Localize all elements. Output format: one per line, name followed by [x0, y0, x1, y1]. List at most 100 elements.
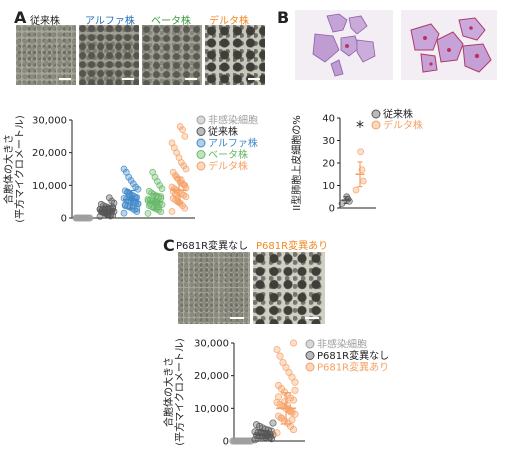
data-point — [273, 398, 281, 407]
y-tick-label: 0 — [329, 204, 335, 215]
micrograph-parental — [16, 25, 76, 85]
y-tick-label: 0 — [223, 437, 229, 448]
data-point — [120, 209, 128, 217]
legend-marker — [196, 138, 206, 148]
micrograph-delta — [205, 25, 265, 85]
strain-label-alpha: アルファ株 — [85, 16, 135, 27]
y-tick-label: 20 — [322, 159, 335, 170]
data-point — [288, 416, 296, 424]
y-tick-label: 40 — [322, 114, 335, 125]
data-point — [134, 200, 142, 207]
series-2 — [273, 339, 299, 437]
legend-marker — [196, 115, 206, 125]
data-point — [169, 168, 177, 176]
legend-marker — [196, 150, 206, 159]
chart-c-p681r-syncytium-size: 0 10,000 20,000 30,000 合胞体の大きさ (平方マイクロメートル) 非感… — [162, 338, 389, 448]
data-point — [169, 187, 177, 195]
legend-marker — [305, 339, 315, 349]
y-tick-label: 20,000 — [194, 371, 229, 382]
legend-label: P681R変異あり — [317, 361, 389, 374]
series-3 — [144, 168, 166, 217]
lung-tissue-drawing — [312, 13, 376, 77]
data-point — [157, 193, 165, 200]
data-point — [105, 194, 113, 202]
data-point — [273, 429, 281, 437]
data-point — [291, 386, 299, 394]
data-point — [156, 181, 164, 189]
lung-section-parental — [295, 10, 393, 80]
series-4 — [168, 123, 190, 215]
legend-label: アルファ株 — [208, 137, 258, 150]
legend-marker — [371, 120, 381, 130]
series-0 — [338, 193, 353, 207]
legend-marker — [196, 161, 206, 171]
legend-marker — [371, 109, 381, 119]
label-p681r-no: P681R変異なし — [176, 241, 249, 252]
y-tick-label: 0 — [61, 214, 67, 225]
micrograph-alpha — [79, 25, 139, 85]
significance-marker: * — [356, 117, 364, 136]
data-point — [144, 210, 152, 217]
scale-bar — [122, 78, 134, 80]
data-point — [97, 200, 105, 208]
data-point — [357, 148, 365, 156]
data-point — [277, 414, 286, 422]
series-0 — [72, 214, 94, 222]
legend-label: デルタ株 — [208, 160, 248, 173]
series-1 — [352, 148, 367, 194]
legend-label: 非感染細胞 — [317, 338, 367, 351]
data-point — [168, 139, 176, 147]
series-2 — [120, 165, 142, 217]
data-point — [289, 339, 298, 347]
data-point — [181, 132, 189, 140]
data-point — [352, 186, 360, 194]
strain-label-beta: ベータ株 — [151, 16, 191, 27]
data-point — [280, 398, 289, 406]
chart-a-syncytium-size: 0 10,000 20,000 30,000 合胞体の大きさ (平方マイクロメートル) 非感… — [2, 114, 258, 225]
legend-marker — [305, 362, 315, 372]
legend-label: 従来株 — [383, 108, 413, 121]
data-point — [176, 123, 184, 130]
legend-label: P681R変異なし — [317, 349, 389, 362]
data-point — [274, 393, 283, 401]
lung-tissue-drawing — [410, 17, 492, 73]
series-1 — [251, 419, 277, 444]
scale-bar — [248, 78, 260, 80]
panel-label-b: B — [277, 8, 290, 27]
micrograph-p681r-no — [178, 252, 250, 324]
data-point — [121, 202, 129, 209]
legend-label: 非感染細胞 — [208, 114, 258, 127]
data-point — [269, 419, 277, 427]
strain-label-parental: 従来株 — [30, 16, 60, 27]
data-point — [109, 203, 117, 211]
data-point — [144, 197, 152, 205]
y-tick-label: 10 — [322, 181, 335, 192]
scale-bar — [185, 78, 197, 80]
micrograph-beta — [142, 25, 202, 85]
legend-marker — [196, 127, 206, 136]
label-p681r-yes: P681R変異あり — [256, 241, 329, 252]
data-point — [276, 352, 284, 360]
y-tick-label: 30 — [322, 136, 335, 147]
series-1 — [96, 194, 118, 220]
y-tick-label: 30,000 — [32, 116, 67, 127]
panel-label-c: C — [163, 236, 175, 255]
strain-label-delta: デルタ株 — [209, 16, 249, 27]
data-point — [252, 421, 261, 429]
data-point — [359, 177, 367, 185]
legend-label: 従来株 — [208, 125, 238, 138]
y-axis-label: (平方マイクロメートル) — [173, 338, 186, 446]
y-tick-label: 30,000 — [194, 339, 229, 350]
legend-marker — [305, 351, 315, 360]
data-point — [145, 187, 153, 195]
y-axis-label: II型肺胞上皮細胞の% — [290, 115, 303, 210]
data-point — [279, 359, 287, 367]
series-0 — [229, 437, 255, 445]
y-axis-label: (平方マイクロメートル) — [13, 115, 26, 223]
data-point — [120, 165, 128, 173]
lung-section-delta — [401, 10, 497, 80]
y-tick-label: 20,000 — [32, 148, 67, 159]
panel-label-a: A — [14, 8, 27, 27]
y-tick-label: 10,000 — [32, 181, 67, 192]
